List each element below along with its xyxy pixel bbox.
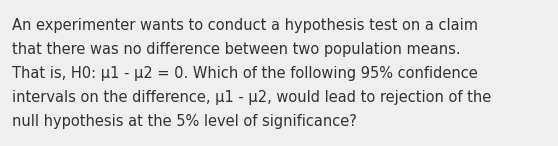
Text: null hypothesis at the 5% level of significance?: null hypothesis at the 5% level of signi… [12,114,357,129]
Text: intervals on the difference, μ1 - μ2, would lead to rejection of the: intervals on the difference, μ1 - μ2, wo… [12,90,491,105]
Text: that there was no difference between two population means.: that there was no difference between two… [12,42,460,57]
Text: That is, H0: μ1 - μ2 = 0. Which of the following 95% confidence: That is, H0: μ1 - μ2 = 0. Which of the f… [12,66,478,81]
Text: An experimenter wants to conduct a hypothesis test on a claim: An experimenter wants to conduct a hypot… [12,18,478,33]
